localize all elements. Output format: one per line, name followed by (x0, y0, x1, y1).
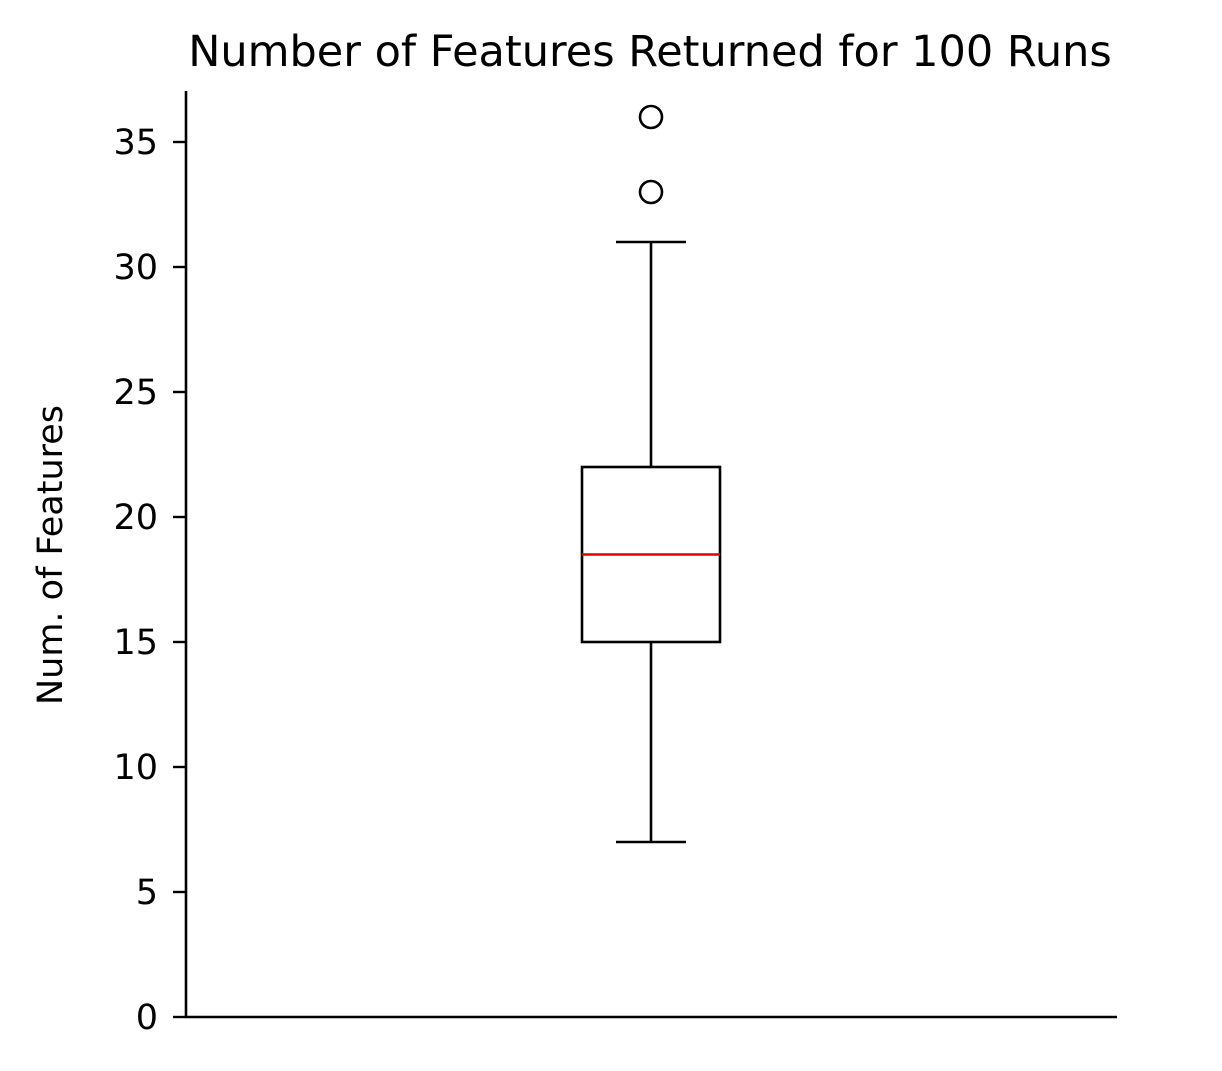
y-tick-label: 0 (136, 998, 158, 1038)
y-tick-label: 30 (113, 248, 158, 288)
outlier-point (638, 179, 664, 205)
box-group (580, 104, 722, 844)
y-ticks-group: 0 5 10 15 20 25 30 35 (113, 123, 186, 1038)
y-tick-label: 10 (113, 748, 158, 788)
y-tick-label: 5 (136, 873, 158, 913)
y-tick-label: 35 (113, 123, 158, 163)
y-tick-label: 20 (113, 498, 158, 538)
y-tick-label: 15 (113, 623, 158, 663)
y-tick-label: 25 (113, 373, 158, 413)
y-axis-label: Num. of Features (31, 405, 71, 705)
chart-title: Number of Features Returned for 100 Runs (188, 27, 1112, 77)
outlier-point (638, 104, 664, 130)
